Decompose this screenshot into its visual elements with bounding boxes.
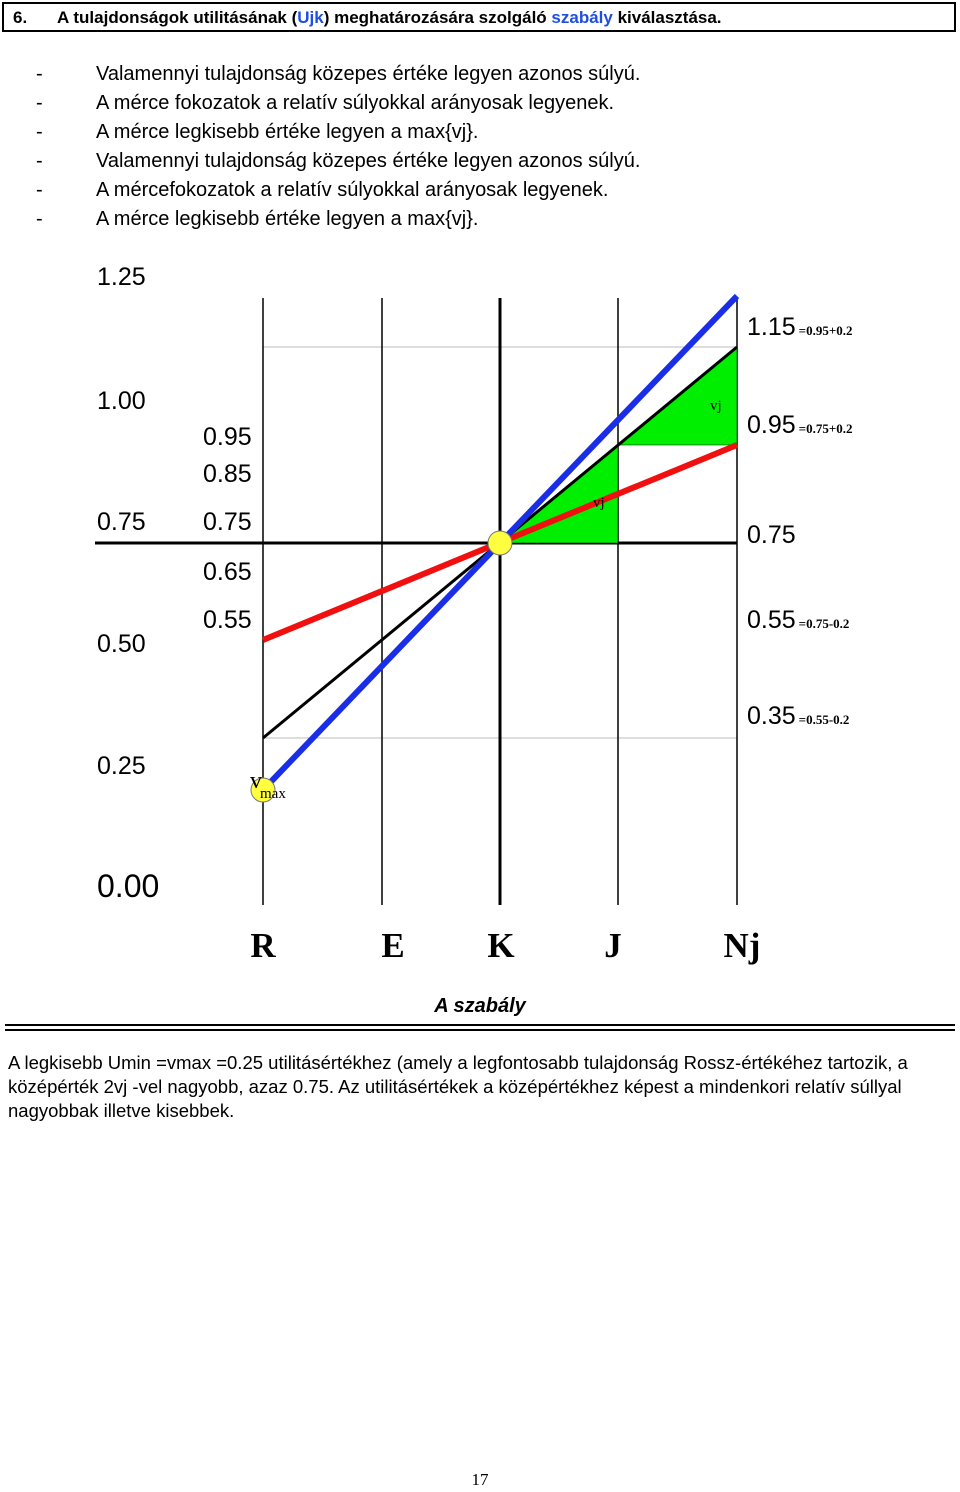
bullet-item: - Valamennyi tulajdonság közepes értéke l… (36, 60, 640, 89)
bullet-text: A mérce fokozatok a relatív súlyokkal ar… (96, 92, 615, 114)
bullet-item: -A mérce legkisebb értéke legyen a max{v… (36, 118, 640, 147)
title-part-1: A tulajdonságok utilitásának ( (57, 8, 298, 27)
title-part-3: kiválasztása. (612, 8, 722, 27)
bullet-text: A mércefokozatok a relatív súlyokkal ará… (96, 179, 609, 201)
rule-title: A szabály (434, 995, 526, 1017)
vj-label-lower: vj (593, 495, 605, 511)
bullet-text: A mérce legkisebb értéke legyen a max{vj… (96, 208, 479, 230)
section-title: A tulajdonságok utilitásának (Ujk) megha… (57, 8, 722, 28)
section-number: 6. (13, 8, 28, 27)
bullet-item: -A mércefokozatok a relatív súlyokkal ar… (36, 176, 640, 205)
page-number: 17 (471, 1470, 489, 1489)
axis-letter-r: R (250, 926, 276, 965)
left-label: 1.25 (97, 263, 146, 291)
mid-label: 0.65 (203, 558, 252, 586)
right-label: 0.95 =0.75+0.2 (747, 411, 853, 439)
axis-letter-k: K (487, 926, 514, 965)
vmax-point (250, 777, 276, 803)
vj-label-upper: vj (710, 398, 722, 414)
title-ujk: Ujk (297, 8, 324, 27)
left-label: 0.25 (97, 752, 146, 780)
left-label: 0.00 (97, 868, 159, 904)
axis-letter-e: E (381, 926, 404, 965)
axis-letter-nj: Nj (724, 926, 761, 965)
right-label: 0.75 (747, 521, 796, 549)
right-label: 0.55 =0.75-0.2 (747, 606, 849, 634)
axis-letter-j: J (604, 926, 622, 965)
mid-label: 0.95 (203, 423, 252, 451)
bullet-item: - Valamennyi tulajdonság közepes értéke l… (36, 147, 640, 176)
mid-label: 0.75 (203, 508, 252, 536)
left-label: 1.00 (97, 387, 146, 415)
left-label: 0.75 (97, 508, 146, 536)
right-label: 1.15 =0.95+0.2 (747, 313, 853, 341)
divider (5, 1024, 955, 1026)
mid-label: 0.55 (203, 606, 252, 634)
bullet-text: Valamennyi tulajdonság közepes értéke le… (96, 150, 641, 172)
divider (5, 1029, 955, 1031)
section-title-box: 6. A tulajdonságok utilitásának (Ujk) me… (2, 2, 956, 32)
explanation-paragraph: A legkisebb Umin =vmax =0.25 utilitásért… (8, 1052, 908, 1121)
utility-diagram: 1.25 1.00 0.75 0.50 0.25 0.00 0.95 0.85 … (95, 263, 853, 965)
center-point (487, 530, 513, 556)
right-label: 0.35 =0.55-0.2 (747, 702, 849, 730)
bullet-text: Valamennyi tulajdonság közepes értéke le… (96, 63, 641, 85)
left-label: 0.50 (97, 630, 146, 658)
mid-label: 0.85 (203, 460, 252, 488)
title-part-2: ) meghatározására szolgáló (323, 8, 552, 27)
vmax-label: vmax (250, 768, 286, 802)
title-szabaly: szabály (551, 8, 613, 27)
bullet-item: -A mérce fokozatok a relatív súlyokkal a… (36, 89, 640, 118)
bullet-item: -A mérce legkisebb értéke legyen a max{v… (36, 205, 640, 234)
bullet-text: A mérce legkisebb értéke legyen a max{vj… (96, 121, 479, 143)
bullet-list: - Valamennyi tulajdonság közepes értéke l… (36, 60, 640, 234)
